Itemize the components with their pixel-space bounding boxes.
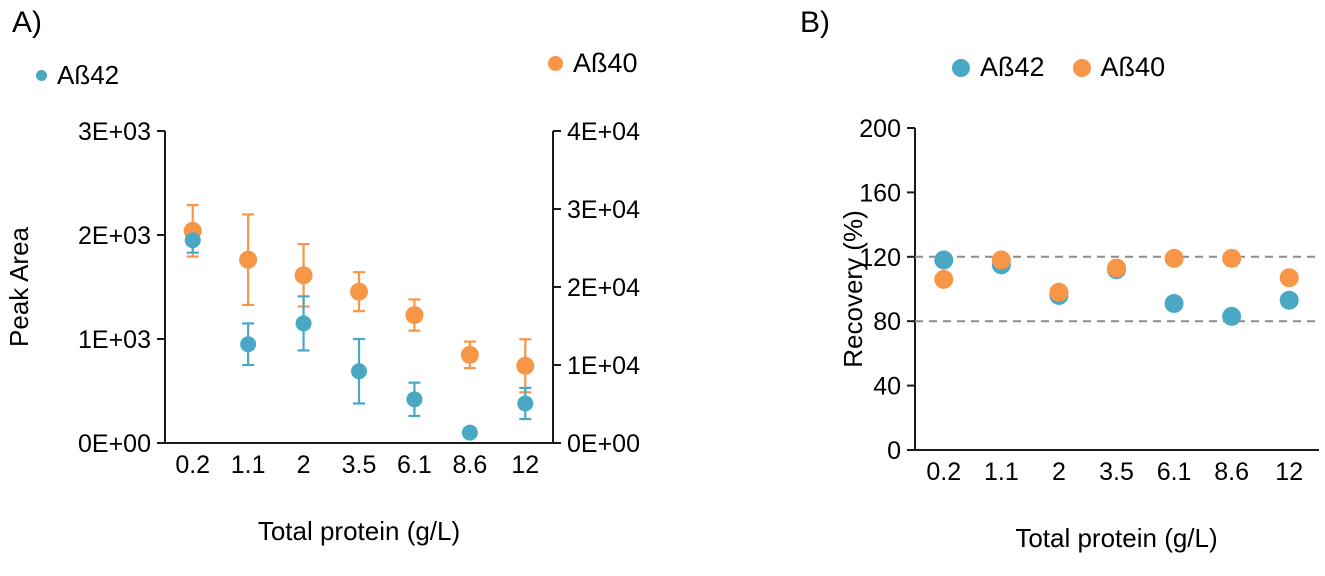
x-tick-label: 8.6 <box>1214 458 1249 486</box>
data-point-ab42 <box>1279 290 1299 310</box>
y-axis-tick-label: 80 <box>873 308 901 336</box>
data-point-ab42 <box>406 391 423 408</box>
data-point-ab40 <box>405 306 424 325</box>
ab40-marker-icon <box>1072 58 1091 77</box>
right-axis-tick-label: 2E+04 <box>567 274 640 302</box>
x-tick-label: 12 <box>511 451 539 479</box>
panel-b-label: B) <box>800 6 830 39</box>
x-tick-label: 12 <box>1275 458 1303 486</box>
x-tick-label: 1.1 <box>231 451 266 479</box>
legend-item-ab40: Aß40 <box>548 48 638 79</box>
x-axis-title: Total protein (g/L) <box>258 516 460 546</box>
data-point-ab42 <box>184 232 201 249</box>
panel-a-label: A) <box>12 6 42 39</box>
y-axis-tick-label: 120 <box>859 244 901 272</box>
peak-area-chart: 0E+00 1E+03 2E+03 3E+03 0E+00 1E+04 2E+04 3E+04… <box>4 118 640 546</box>
y-axis-tick-label: 0 <box>887 437 901 465</box>
left-axis-tick-label: 2E+03 <box>78 222 151 250</box>
data-point-ab40 <box>1164 248 1184 268</box>
panel-a: A) Aß42 Aß40 0E+00 1E+03 2E+03 3E+03 0E+00 1E… <box>0 0 660 576</box>
data-point-ab40 <box>1222 248 1242 268</box>
x-tick-label: 6.1 <box>397 451 432 479</box>
ab42-marker-icon <box>952 58 970 77</box>
left-axis-tick-label: 3E+03 <box>78 118 151 146</box>
panel-b-legend: Aß42 Aß40 <box>952 52 1165 83</box>
data-point-ab40 <box>239 250 258 269</box>
data-point-ab42 <box>517 395 534 412</box>
data-point-ab40 <box>1107 258 1126 278</box>
x-tick-label: 2 <box>297 451 311 479</box>
ab42-marker-icon <box>36 70 47 81</box>
x-tick-label: 3.5 <box>1099 458 1134 486</box>
x-tick-label: 0.2 <box>926 458 961 486</box>
legend-item-ab40: Aß40 <box>1072 52 1166 83</box>
x-tick-label: 0.2 <box>175 451 210 479</box>
x-tick-label: 8.6 <box>452 451 487 479</box>
data-point-ab42 <box>934 250 954 270</box>
data-point-ab42 <box>240 336 257 353</box>
data-point-ab42 <box>461 424 478 441</box>
data-point-ab40 <box>460 345 479 364</box>
data-point-ab40 <box>991 250 1011 270</box>
right-axis-tick-label: 1E+04 <box>567 352 640 380</box>
recovery-chart: 0 40 80 120 160 200 0.2 1.1 2 3.5 6.1 8.6 12 Total pr… <box>838 115 1319 553</box>
data-point-ab40 <box>516 356 535 375</box>
right-axis-tick-label: 4E+04 <box>567 118 640 146</box>
data-point-ab40 <box>350 282 368 301</box>
x-tick-label: 3.5 <box>342 451 377 479</box>
legend-label-ab40: Aß40 <box>573 48 638 78</box>
data-point-ab40 <box>294 266 313 285</box>
y-axis-title: Peak Area <box>4 226 34 347</box>
right-axis-tick-label: 0E+00 <box>567 430 640 458</box>
x-tick-label: 1.1 <box>984 458 1019 486</box>
data-point-ab40 <box>934 269 954 289</box>
y-axis-title: Recovery (%) <box>838 210 868 367</box>
data-point-ab42 <box>1164 293 1184 313</box>
right-axis-tick-label: 3E+04 <box>567 196 640 224</box>
panel-b: B) Aß42 Aß40 0 40 80 120 160 200 0.2 1.1 2 3.5 6.1… <box>660 0 1325 576</box>
legend-label-ab42: Aß42 <box>980 52 1045 82</box>
data-point-ab40 <box>1049 282 1069 302</box>
x-axis-title: Total protein (g/L) <box>1015 523 1217 553</box>
y-axis-tick-label: 160 <box>859 179 901 207</box>
legend-label-ab42: Aß42 <box>57 60 120 90</box>
legend-item-ab42: Aß42 <box>36 60 119 91</box>
legend-item-ab42: Aß42 <box>952 52 1045 83</box>
legend-label-ab40: Aß40 <box>1100 52 1166 82</box>
ab40-marker-icon <box>548 56 563 71</box>
data-point-ab40 <box>1279 268 1299 288</box>
x-tick-label: 6.1 <box>1157 458 1192 486</box>
data-point-ab42 <box>1222 306 1242 326</box>
x-tick-label: 2 <box>1052 458 1066 486</box>
data-point-ab42 <box>351 363 367 380</box>
left-axis-tick-label: 1E+03 <box>78 326 151 354</box>
data-point-ab42 <box>295 315 312 332</box>
y-axis-tick-label: 200 <box>859 115 901 143</box>
left-axis-tick-label: 0E+00 <box>78 430 151 458</box>
y-axis-tick-label: 40 <box>873 373 901 401</box>
